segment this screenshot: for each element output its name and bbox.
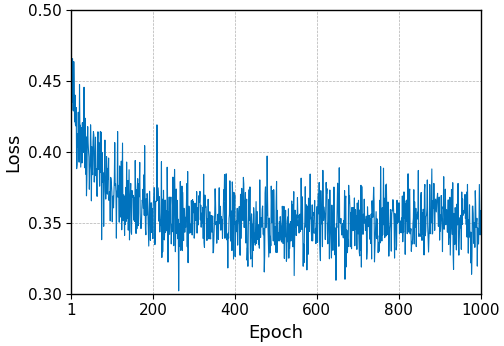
Y-axis label: Loss: Loss [4,132,22,172]
X-axis label: Epoch: Epoch [248,324,303,342]
